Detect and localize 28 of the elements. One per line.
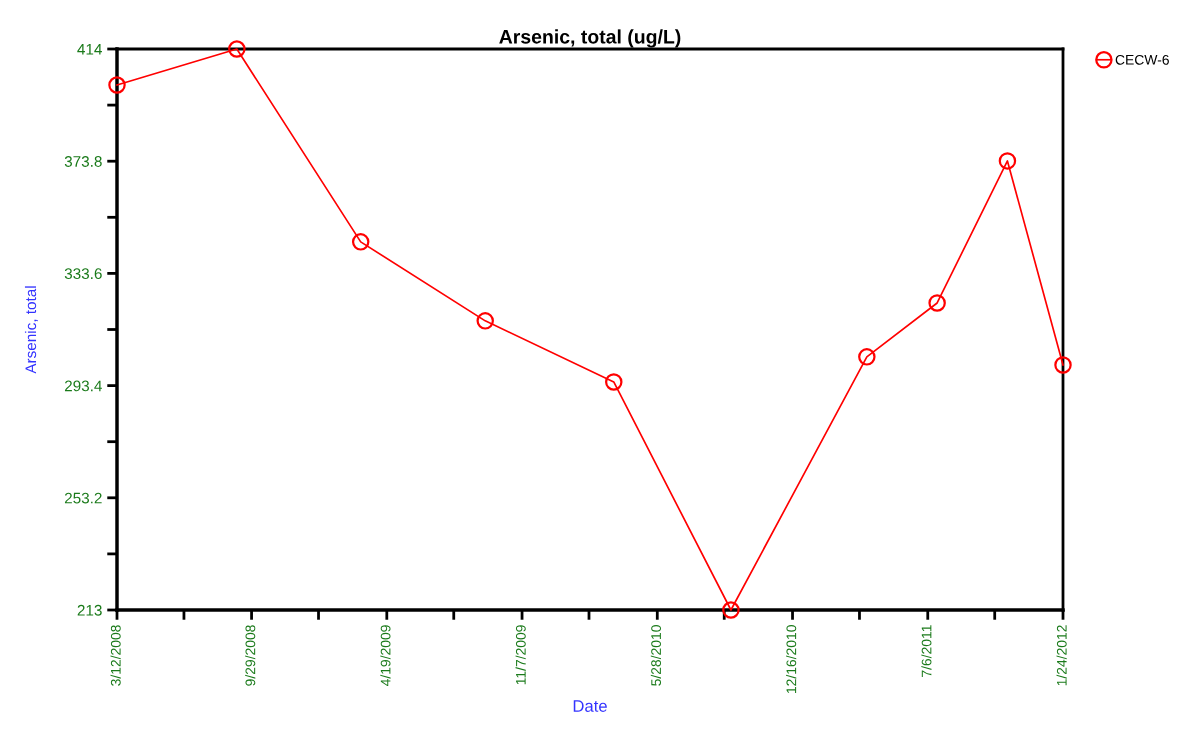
point: [722, 601, 740, 619]
x-tick-label: 12/16/2010: [786, 625, 797, 694]
y-axis-title: Arsenic, total: [24, 286, 38, 374]
x-tick-label: 7/6/2011: [921, 625, 932, 677]
x-tick-label: 9/29/2008: [245, 625, 256, 686]
y-tick-label: 213: [77, 604, 102, 616]
x-axis-title: Date: [573, 700, 607, 712]
point: [1054, 356, 1072, 374]
point: [858, 348, 876, 366]
y-tick-label: 373.8: [64, 156, 102, 167]
point: [228, 40, 246, 58]
y-tick-label: 253.2: [64, 492, 102, 504]
point: [998, 152, 1017, 170]
x-tick-label: 5/28/2010: [650, 625, 662, 686]
point: [605, 373, 623, 391]
x-tick-label: 11/7/2009: [515, 625, 526, 685]
point: [108, 76, 126, 94]
y-tick-label: 293.4: [64, 380, 102, 392]
y-tick-label: 333.6: [64, 268, 102, 280]
chart-title: Arsenic, total (ug/L): [499, 29, 681, 48]
y-tick-label: 414: [77, 44, 102, 55]
point: [476, 312, 494, 330]
legend-label: CECW-6: [1115, 54, 1169, 65]
x-tick-label: 1/24/2012: [1056, 625, 1067, 686]
x-tick-label: 4/19/2009: [380, 625, 391, 687]
x-tick-label: 3/12/2008: [110, 625, 121, 686]
point: [928, 294, 946, 312]
point: [351, 233, 370, 251]
